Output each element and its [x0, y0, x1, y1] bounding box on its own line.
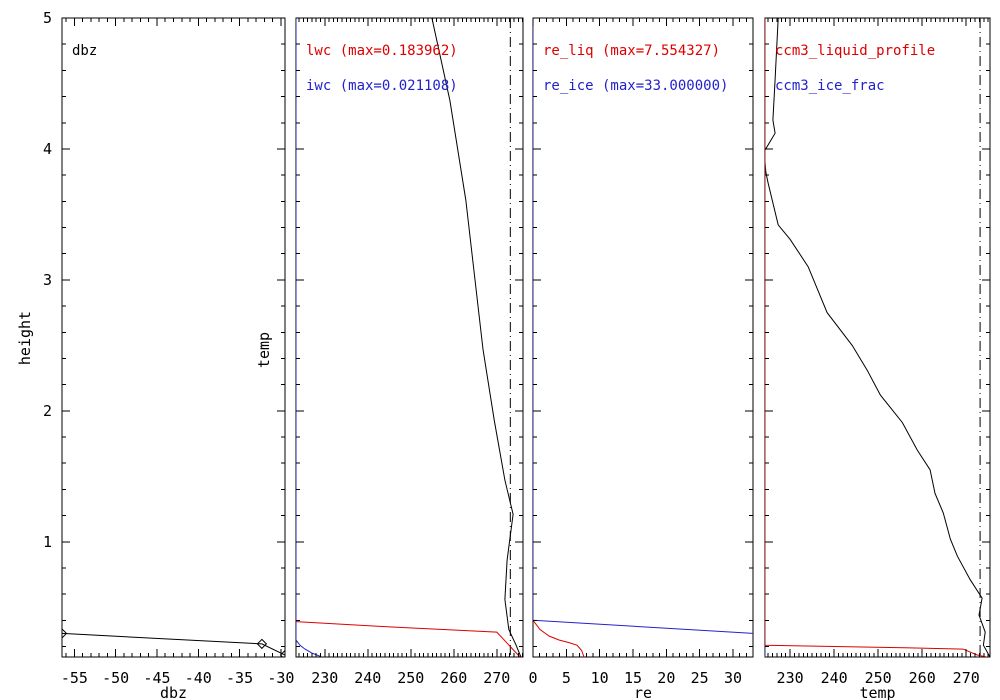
x-tick-label: 240: [354, 669, 381, 687]
x-tick-label: 5: [562, 669, 571, 687]
legend-re-1: re_ice (max=33.000000): [543, 78, 728, 94]
series-lwc: [296, 621, 521, 657]
diamond-marker: [279, 649, 285, 657]
x-tick-label: 250: [865, 669, 892, 687]
left-axis-title: temp: [255, 332, 273, 368]
legend-dbz-0: dbz: [72, 43, 97, 59]
x-tick-label: 270: [483, 669, 510, 687]
x-tick-label: 230: [777, 669, 804, 687]
x-tick-label: -30: [267, 669, 294, 687]
x-tick-label: 15: [624, 669, 642, 687]
series-group: [62, 628, 285, 657]
series-re_liq: [533, 619, 585, 657]
x-tick-label: -45: [143, 669, 170, 687]
panel-border: [532, 17, 754, 658]
ticks: [765, 17, 990, 657]
panel-border: [764, 17, 991, 658]
y-tick-label: 3: [43, 271, 52, 289]
x-tick-label: -35: [226, 669, 253, 687]
panel-dbz: -55 -50 -45 -40 -35 -30 dbz dbz 1 2 3 4 5: [43, 9, 294, 700]
legend-ccm3-1: ccm3_ice_frac: [775, 78, 885, 94]
panel-re: 0 5 10 15 20 25 30 re re_liq (max=7.554327) re_ic…: [528, 17, 754, 700]
x-axis-title: temp: [859, 684, 895, 700]
series-re_ice: [533, 18, 753, 634]
series-iwc: [296, 18, 322, 657]
x-tick-label: 250: [397, 669, 424, 687]
x-tick-label: 230: [311, 669, 338, 687]
x-tick-label: 240: [821, 669, 848, 687]
y-tick-label: 2: [43, 402, 52, 420]
legend-lwc_iwc-1: iwc (max=0.021108): [306, 78, 458, 94]
ticks: [296, 17, 524, 657]
legend-re-0: re_liq (max=7.554327): [543, 43, 720, 59]
series-temp_profile: [431, 18, 522, 657]
ticks: [62, 17, 285, 657]
panel-ccm3: 230 240 250 260 270 temp ccm3_liquid_profilecc…: [764, 17, 991, 700]
x-tick-label: 260: [440, 669, 467, 687]
x-tick-label: -55: [61, 669, 88, 687]
x-axis-title: re: [634, 684, 652, 700]
y-axis-title: height: [16, 311, 34, 365]
x-tick-label: 260: [909, 669, 936, 687]
y-tick-label: 4: [43, 140, 52, 158]
x-tick-label: 0: [528, 669, 537, 687]
x-tick-label: -40: [185, 669, 212, 687]
x-tick-label: 30: [724, 669, 742, 687]
x-tick-label: 20: [657, 669, 675, 687]
series-group: [296, 18, 522, 657]
legend-ccm3-0: ccm3_liquid_profile: [775, 43, 935, 59]
panel-border: [61, 17, 286, 658]
series-group: [765, 18, 990, 657]
x-tick-label: 270: [953, 669, 980, 687]
diamond-marker: [256, 638, 268, 650]
panel-lwc_iwc: 230 240 250 260 270 lwc (max=0.183962) iwc (ma…: [255, 17, 524, 687]
series-ccm3_liquid_profile: [765, 18, 990, 657]
panel-border: [295, 17, 524, 658]
x-tick-label: 10: [591, 669, 609, 687]
series-temp_profile: [765, 18, 990, 657]
x-axis-title: dbz: [160, 684, 187, 700]
legend-lwc_iwc-0: lwc (max=0.183962): [306, 43, 458, 59]
y-tick-label: 5: [43, 9, 52, 27]
series-dbz_profile: [62, 632, 285, 656]
x-tick-label: 25: [691, 669, 709, 687]
y-tick-label: 1: [43, 533, 52, 551]
x-tick-label: -50: [102, 669, 129, 687]
series-group: [533, 18, 753, 657]
ticks: [532, 17, 754, 657]
diamond-marker: [62, 628, 68, 639]
